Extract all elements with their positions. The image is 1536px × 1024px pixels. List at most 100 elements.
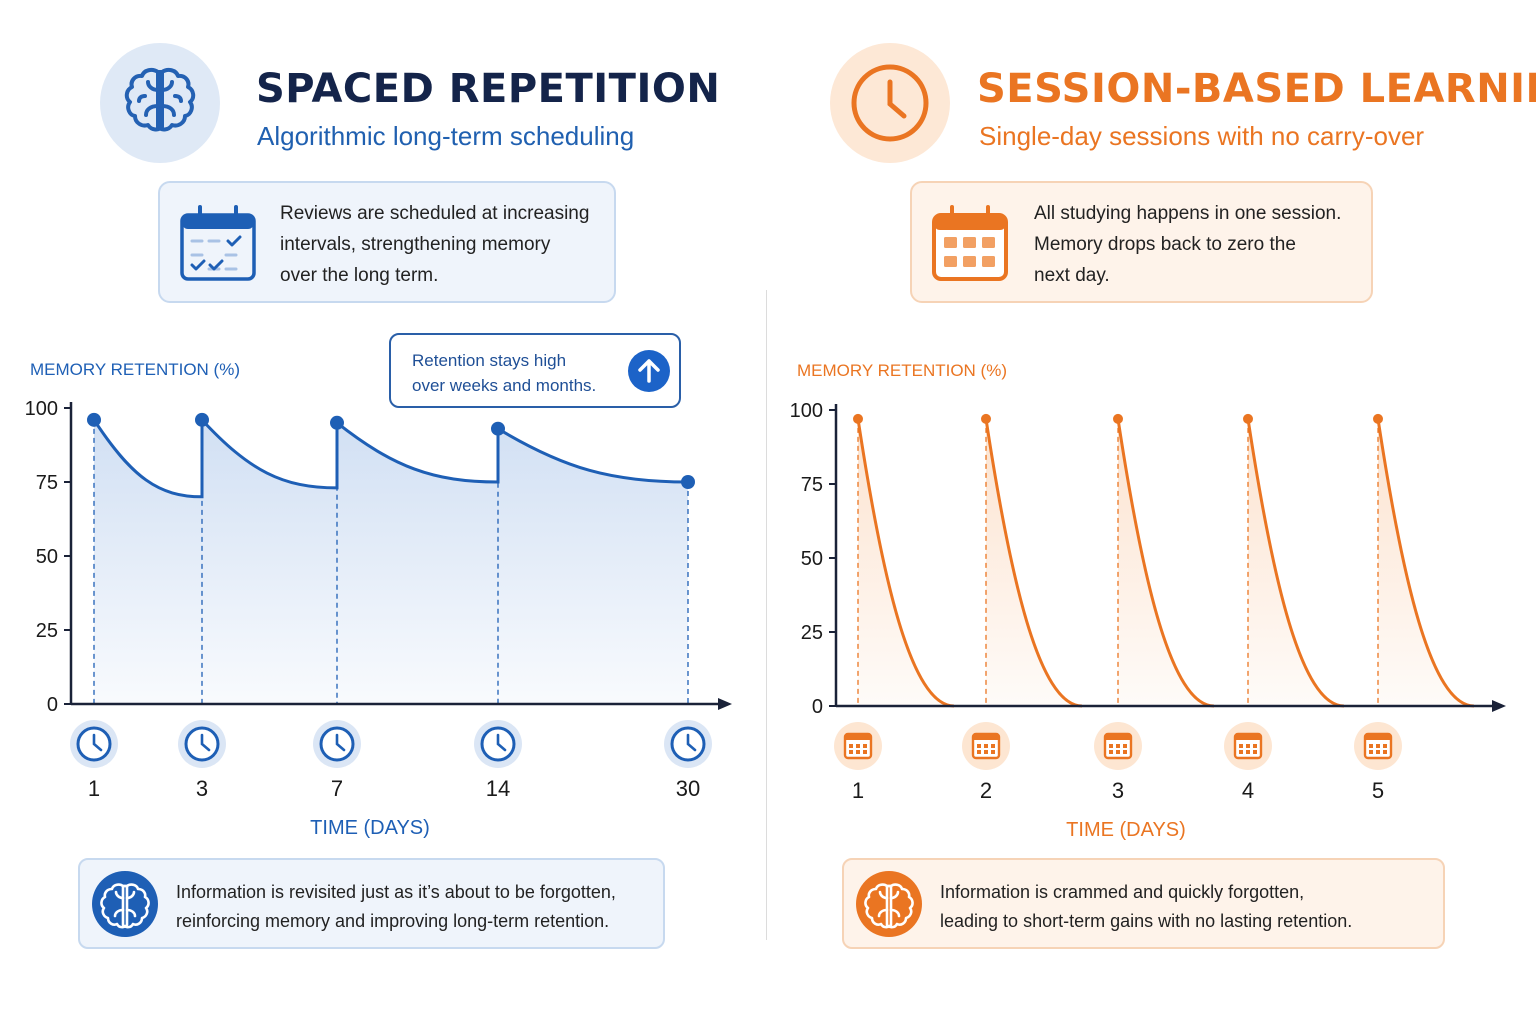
calendar-icon-cell (1246, 750, 1250, 754)
y-tick-label: 25 (36, 620, 58, 642)
calendar-icon-cell (977, 744, 981, 748)
x-axis-arrow (1492, 700, 1506, 712)
x-tick-label: 30 (676, 776, 700, 801)
info-text-left: Reviews are scheduled at increasing inte… (280, 203, 590, 286)
subtitle-right: Single-day sessions with no carry-over (979, 121, 1425, 151)
session-area (1378, 418, 1474, 706)
retention-area (94, 419, 688, 704)
summary-box-right: Information is crammed and quickly forgo… (842, 858, 1445, 949)
calendar-icon-cell (984, 750, 988, 754)
calendar-icon-cell (984, 744, 988, 748)
clock-header-icon (830, 43, 950, 163)
calendar-icon-cell (1383, 750, 1387, 754)
y-tick-label: 100 (25, 398, 58, 420)
clock-hands (335, 733, 346, 752)
spaced-repetition-chart: MEMORY RETENTION (%) 0 25 50 75 100 1 3 7 14 30 TIM… (25, 360, 732, 839)
info-box-left: Reviews are scheduled at increasing inte… (158, 181, 616, 303)
brain-icon (92, 871, 158, 937)
data-point (981, 413, 991, 424)
y-tick-label: 0 (812, 696, 823, 718)
x-tick-label: 1 (88, 776, 100, 801)
x-tick-label: 5 (1372, 778, 1384, 803)
clock-hands (496, 733, 507, 752)
calendar-icon-cell (991, 750, 995, 754)
calendar-icon-cell (1116, 750, 1120, 754)
x-tick-label: 2 (980, 778, 992, 803)
data-point (853, 413, 863, 424)
x-axis-label: TIME (DAYS) (1066, 819, 1186, 841)
session-area (858, 418, 954, 706)
info-box-right: All studying happens in one session. Mem… (910, 181, 1373, 303)
calendar-icon-cell (1246, 744, 1250, 748)
y-tick-label: 100 (790, 400, 823, 422)
calendar-icon-cell (856, 744, 860, 748)
calendar-icon-cell (863, 750, 867, 754)
calendar-icon-cell (863, 744, 867, 748)
subtitle-left: Algorithmic long-term scheduling (257, 121, 635, 151)
y-tick-label: 75 (801, 474, 823, 496)
data-point (330, 415, 344, 430)
x-tick-label: 3 (196, 776, 208, 801)
data-point (195, 412, 209, 427)
calendar-icon-cell (1376, 744, 1380, 748)
calendar-icon-cell (1239, 744, 1243, 748)
calendar-icon-header (1365, 734, 1391, 740)
calendar-grid-icon (932, 205, 1008, 281)
calendar-icon-cell (849, 744, 853, 748)
callout-text: Retention stays high over weeks and mont… (412, 351, 597, 395)
session-decay-line (1116, 418, 1215, 708)
data-point (1373, 413, 1383, 424)
y-axis-label: MEMORY RETENTION (%) (30, 360, 240, 379)
arrow-up-icon (628, 350, 670, 392)
calendar-icon-cell (1369, 744, 1373, 748)
data-point (1113, 413, 1123, 424)
clock-hands (92, 733, 103, 752)
calendar-icon-header (1235, 734, 1261, 740)
calendar-icon-cell (856, 750, 860, 754)
session-learning-chart: MEMORY RETENTION (%) 0 25 50 75 100 1 2 3 4 5 TIME … (790, 361, 1506, 841)
data-point (681, 475, 695, 489)
calendar-icon-cell (1383, 744, 1387, 748)
calendar-icon-cell (1116, 744, 1120, 748)
brain-header-icon (100, 43, 220, 163)
x-axis-label: TIME (DAYS) (310, 817, 430, 839)
calendar-icon-cell (1253, 744, 1257, 748)
calendar-icon-cell (977, 750, 981, 754)
clock-hands (200, 733, 211, 752)
session-decay-line (856, 418, 955, 708)
x-tick-label: 7 (331, 776, 343, 801)
data-point (491, 421, 505, 436)
calendar-icon-cell (1369, 750, 1373, 754)
data-point (1243, 413, 1253, 424)
calendar-icon-cell (1123, 744, 1127, 748)
retention-callout: Retention stays high over weeks and mont… (389, 333, 681, 408)
session-decay-line (1376, 418, 1475, 708)
page-title-left: SPACED REPETITION (256, 66, 721, 112)
x-tick-label: 14 (486, 776, 510, 801)
y-tick-label: 75 (36, 472, 58, 494)
calendar-icon-cell (1123, 750, 1127, 754)
session-area (1248, 418, 1344, 706)
calendar-icon-cell (1253, 750, 1257, 754)
x-tick-label: 1 (852, 778, 864, 803)
page-title-right: SESSION-BASED LEARNING (977, 66, 1536, 112)
calendar-icon-cell (1109, 744, 1113, 748)
calendar-icon-cell (1239, 750, 1243, 754)
y-tick-label: 50 (801, 548, 823, 570)
panel-divider (766, 290, 767, 940)
y-tick-label: 0 (47, 694, 58, 716)
data-point (87, 412, 101, 427)
calendar-icon-cell (1109, 750, 1113, 754)
calendar-check-icon (180, 205, 256, 281)
calendar-icon-cell (1376, 750, 1380, 754)
brain-icon (856, 871, 922, 937)
x-tick-label: 3 (1112, 778, 1124, 803)
calendar-icon-header (1105, 734, 1131, 740)
calendar-icon-cell (849, 750, 853, 754)
session-decay-line (984, 418, 1083, 708)
y-tick-label: 25 (801, 622, 823, 644)
calendar-icon-cell (991, 744, 995, 748)
x-tick-label: 4 (1242, 778, 1254, 803)
info-text-right: All studying happens in one session. Mem… (1034, 203, 1342, 286)
session-area (1118, 418, 1214, 706)
